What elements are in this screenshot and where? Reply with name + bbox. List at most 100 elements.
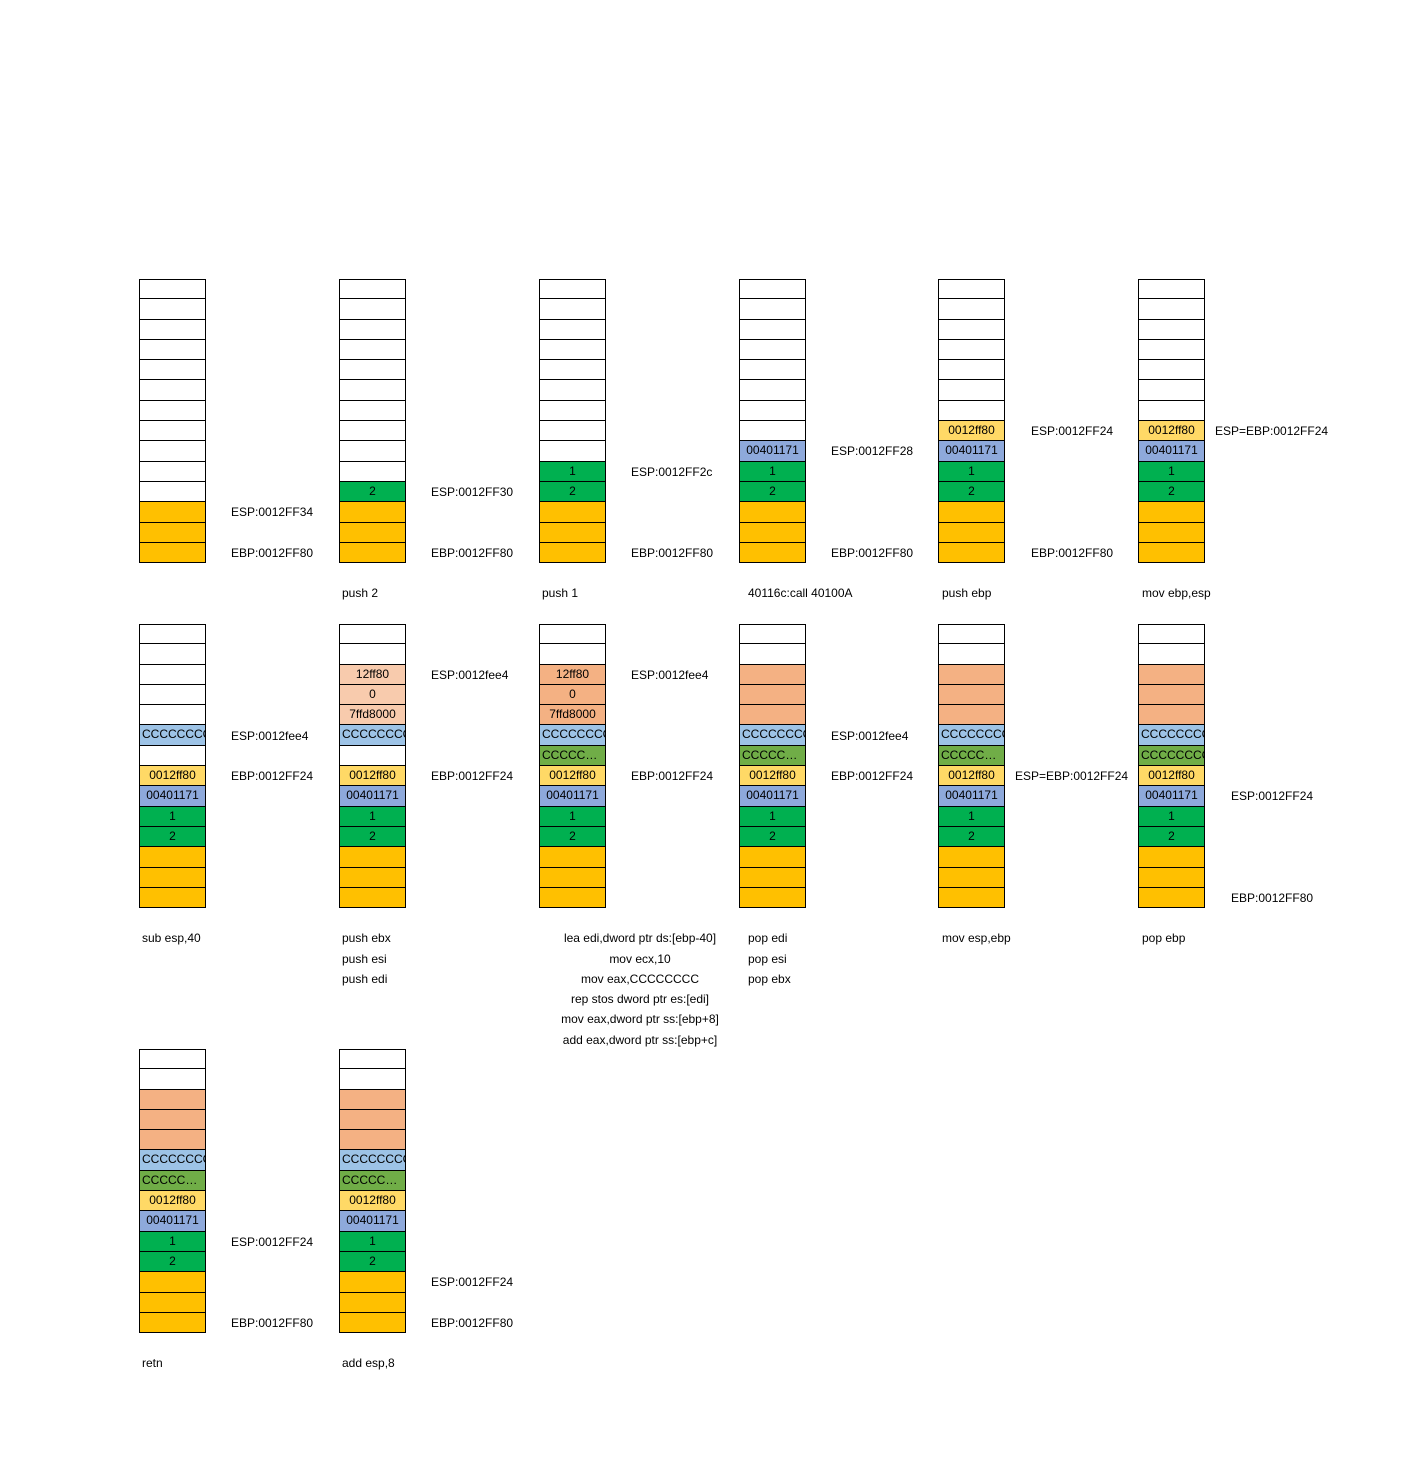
stack-slot (938, 684, 1005, 706)
stack-slot: 12ff80 (339, 664, 406, 685)
stack-slot: 0012ff80 (1138, 766, 1205, 787)
stack-slot (339, 461, 406, 482)
esp-pointer-label: ESP:0012FF24 (1231, 789, 1314, 804)
stack-slot (339, 400, 406, 422)
stack-slot (1138, 542, 1205, 564)
stack-slot (339, 887, 406, 909)
stack-push-regs: 12ff80 0 7ffd8000 CCCCCCCC 0012ff80 00401171 1… (339, 624, 406, 909)
instruction-caption: retn (142, 1356, 163, 1371)
stack-slot (739, 624, 806, 645)
stack-slot (139, 684, 206, 706)
stack-slot: 2 (139, 1251, 206, 1273)
stack-slot (1138, 400, 1205, 422)
instruction-caption: push 1 (542, 586, 579, 601)
stack-slot (739, 502, 806, 523)
stack-slot: CCCCCCCC (339, 1170, 406, 1192)
stack-slot (139, 644, 206, 665)
stack-slot: 2 (339, 481, 406, 503)
stack-slot: 0012ff80 (139, 766, 206, 787)
esp-pointer-label: ESP:0012fee4 (231, 728, 309, 743)
stack-slot (139, 502, 206, 523)
ebp-pointer-label: EBP:0012FF24 (831, 769, 914, 784)
stack-slot (739, 339, 806, 361)
stack-slot: 0012ff80 (938, 421, 1005, 442)
stack-slot (339, 502, 406, 523)
ebp-pointer-label: EBP:0012FF24 (431, 769, 514, 784)
stack-slot: 2 (938, 826, 1005, 848)
stack-slot (539, 644, 606, 665)
instruction-caption: pop ebp (1142, 931, 1186, 946)
stack-slot: 2 (938, 481, 1005, 503)
stack-slot (1138, 887, 1205, 909)
stack-slot: 2 (139, 826, 206, 848)
stack-slot: CCCCCCCC (339, 1150, 406, 1171)
stack-slot (1138, 522, 1205, 543)
stack-slot (938, 279, 1005, 300)
stack-slot (539, 847, 606, 868)
esp-pointer-label: ESP=EBP:0012FF24 (1215, 424, 1329, 439)
stack-pop-regs: CCCCCCCC CCCCCCCC 0012ff80 00401171 1 2 (739, 624, 806, 909)
ebp-pointer-label: EBP:0012FF80 (431, 1315, 514, 1330)
stack-slot: 00401171 (938, 786, 1005, 807)
stack-slot (339, 299, 406, 320)
stack-slot (139, 1089, 206, 1110)
ebp-pointer-label: EBP:0012FF80 (631, 545, 714, 560)
stack-add-esp: CCCCCCCC CCCCCCCC 0012ff80 00401171 1 2 (339, 1049, 406, 1334)
stack-slot (339, 319, 406, 340)
stack-slot: 0012ff80 (539, 766, 606, 787)
stack-slot (1138, 867, 1205, 888)
stack-slot (739, 522, 806, 543)
stack-slot: CCCCCCCC (539, 745, 606, 767)
stack-slot: CCCCCCCC (539, 725, 606, 746)
instruction-caption: sub esp,40 (142, 931, 201, 946)
stack-slot (1138, 624, 1205, 645)
stack-slot: 00401171 (739, 441, 806, 462)
stack-slot: 1 (339, 806, 406, 827)
stack-slot: 00401171 (938, 441, 1005, 462)
esp-pointer-label: ESP:0012FF30 (431, 485, 514, 499)
stack-slot: 1 (938, 461, 1005, 482)
stack-slot: 00401171 (339, 786, 406, 807)
stack-slot: 1 (539, 806, 606, 827)
stack-slot (139, 1130, 206, 1151)
stack-slot: 2 (539, 481, 606, 503)
stack-slot (1138, 299, 1205, 320)
stack-slot: 12ff80 (539, 664, 606, 685)
stack-slot (339, 847, 406, 868)
stack-slot: 1 (1138, 461, 1205, 482)
stack-slot (938, 360, 1005, 381)
stack-slot (938, 847, 1005, 868)
stack-slot: 2 (339, 826, 406, 848)
esp-pointer-label: ESP=EBP:0012FF24 (1015, 769, 1129, 784)
stack-slot: 00401171 (1138, 786, 1205, 807)
instruction-caption: pop ebx (748, 971, 791, 986)
stack-slot: 1 (938, 806, 1005, 827)
stack-slot (938, 624, 1005, 645)
stack-slot (339, 1109, 406, 1131)
stack-slot: 2 (739, 481, 806, 503)
stack-slot (1138, 360, 1205, 381)
stack-slot: 7ffd8000 (339, 705, 406, 726)
stack-slot (539, 299, 606, 320)
stack-slot (938, 502, 1005, 523)
stack-push-ebp: 0012ff80 00401171 1 2 (938, 279, 1005, 564)
stack-slot (739, 319, 806, 340)
instruction-caption: push 2 (342, 586, 379, 601)
stack-slot (539, 360, 606, 381)
stack-slot: 00401171 (539, 786, 606, 807)
stack-slot (139, 705, 206, 726)
stack-slot (339, 522, 406, 543)
instruction-caption: 40116c:call 40100A (748, 586, 853, 601)
stack-slot (938, 400, 1005, 422)
stack-slot (539, 319, 606, 340)
stack-slot: 0012ff80 (339, 766, 406, 787)
stack-mov-ebp-esp: 0012ff80 00401171 1 2 (1138, 279, 1205, 564)
stack-slot: 0 (339, 684, 406, 706)
stack-slot: 2 (539, 826, 606, 848)
stack-slot: 00401171 (339, 1211, 406, 1232)
stack-slot (139, 664, 206, 685)
esp-pointer-label: ESP:0012fee4 (831, 728, 909, 743)
stack-slot (539, 887, 606, 909)
stack-slot (139, 299, 206, 320)
stack-slot (339, 1049, 406, 1070)
